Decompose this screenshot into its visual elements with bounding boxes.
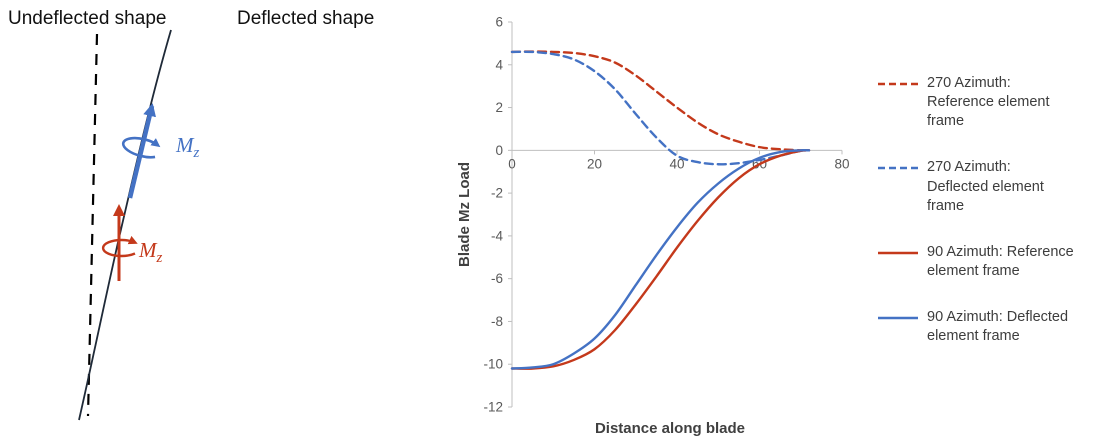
legend-item-0: 270 Azimuth: Reference element frame	[878, 74, 1103, 131]
deflected-shape-curve	[78, 29, 172, 421]
legend-line-sample-icon	[878, 167, 918, 170]
legend-item-1: 270 Azimuth: Deflected element frame	[878, 158, 1103, 215]
series-line-2	[510, 149, 811, 370]
legend-label: 90 Azimuth: Reference element frame	[927, 243, 1074, 279]
x-tick-label: 20	[587, 156, 602, 171]
deflected-rotation-arrow-icon	[121, 136, 161, 159]
series-line-3	[510, 149, 811, 370]
series-line-1	[510, 50, 811, 166]
x-axis-title: Distance along blade	[595, 420, 745, 437]
deflected-moment-arrow	[127, 103, 156, 199]
y-tick-label: -2	[491, 186, 503, 201]
legend-line-sample-icon	[878, 82, 918, 86]
y-tick-label: -6	[491, 271, 503, 286]
y-tick-label: 2	[495, 100, 503, 115]
reference-rotation-arrow-icon	[101, 235, 138, 258]
legend-label: 270 Azimuth: Deflected element frame	[927, 159, 1044, 214]
deflected-shape-label: Deflected shape	[237, 8, 375, 29]
legend-item-2: 90 Azimuth: Reference element frame	[878, 243, 1103, 281]
legend-item-3: 90 Azimuth: Deflected element frame	[878, 308, 1103, 346]
undeflected-shape-line	[86, 33, 99, 417]
y-tick-label: -10	[483, 357, 503, 372]
legend-line-sample-icon	[878, 316, 918, 320]
y-tick-label: -4	[491, 228, 503, 243]
reference-moment-label: Mz	[138, 238, 163, 266]
chart-legend: 270 Azimuth: Reference element frame 270 Az…	[878, 74, 1103, 346]
deflected-moment-label: Mz	[175, 133, 200, 161]
x-tick-label: 40	[669, 156, 684, 171]
legend-label: 270 Azimuth: Reference element frame	[927, 75, 1050, 130]
y-tick-label: -12	[483, 400, 503, 415]
y-axis-title: Blade Mz Load	[456, 162, 473, 267]
undeflected-shape-label: Undeflected shape	[8, 8, 167, 29]
x-tick-label: 0	[508, 156, 516, 171]
legend-line-sample-icon	[878, 251, 918, 255]
y-tick-label: -8	[491, 314, 503, 329]
x-tick-label: 80	[834, 156, 849, 171]
legend-label: 90 Azimuth: Deflected element frame	[927, 309, 1069, 345]
blade-shape-diagram: Mz Mz	[78, 29, 200, 421]
y-tick-label: 0	[495, 143, 503, 158]
series-line-0	[510, 50, 811, 152]
y-tick-label: 6	[495, 15, 503, 30]
y-tick-label: 4	[495, 57, 503, 72]
